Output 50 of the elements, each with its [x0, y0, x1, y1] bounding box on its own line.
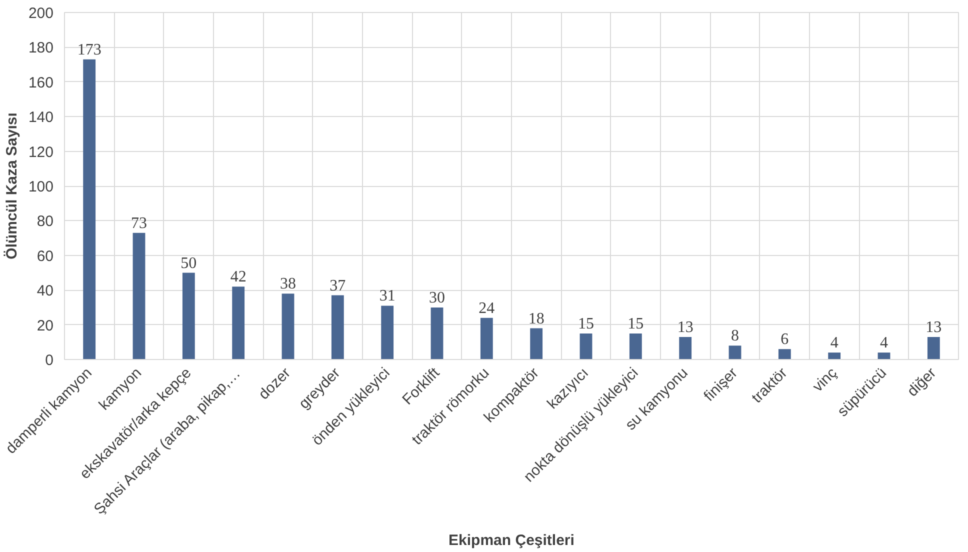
data-label: 15 — [628, 315, 644, 332]
bar — [679, 336, 692, 360]
bar — [132, 232, 146, 360]
bar — [381, 306, 394, 360]
data-label: 13 — [677, 318, 694, 336]
data-label: 31 — [379, 288, 396, 305]
data-label: 15 — [578, 315, 594, 332]
y-tick-label: 120 — [28, 144, 54, 161]
x-tick-label: vinç — [809, 364, 841, 396]
bar — [83, 59, 96, 360]
y-tick-label: 60 — [36, 248, 54, 265]
bar — [629, 333, 642, 360]
bar — [430, 307, 444, 360]
y-tick-label: 140 — [28, 109, 54, 126]
y-tick-label: 160 — [28, 74, 54, 92]
data-label: 37 — [330, 277, 346, 294]
y-tick-label: 0 — [45, 352, 54, 369]
y-tick-label: 180 — [28, 40, 54, 57]
data-label: 50 — [180, 254, 197, 272]
y-tick-label: 200 — [28, 5, 54, 22]
bar — [927, 336, 940, 360]
y-tick-label: 80 — [36, 213, 54, 230]
bar — [282, 294, 294, 360]
y-tick-label: 20 — [36, 317, 54, 334]
bar — [878, 352, 890, 360]
y-axis-title: Ölümcül Kaza Sayısı — [3, 112, 20, 260]
y-tick-label: 40 — [36, 282, 54, 300]
bar — [480, 318, 493, 360]
data-label: 18 — [528, 310, 544, 328]
bar — [232, 286, 245, 360]
bar — [778, 349, 791, 360]
bar — [828, 352, 841, 360]
x-axis-title: Ekipman Çeşitleri — [448, 532, 574, 550]
bar — [728, 346, 742, 360]
bar — [580, 333, 592, 360]
data-label: 173 — [77, 41, 102, 58]
bar — [530, 328, 543, 360]
bar — [331, 295, 344, 360]
y-tick-label: 100 — [28, 178, 54, 196]
data-label: 73 — [131, 214, 147, 232]
data-label: 4 — [880, 334, 888, 352]
data-label: 4 — [830, 334, 838, 352]
bar — [182, 272, 195, 360]
data-label: 8 — [731, 328, 739, 345]
data-label: 38 — [280, 276, 296, 293]
data-label: 24 — [478, 300, 495, 317]
data-label: 6 — [780, 331, 789, 348]
data-label: 30 — [429, 289, 445, 306]
data-label: 42 — [230, 268, 246, 286]
data-label: 13 — [926, 318, 942, 336]
